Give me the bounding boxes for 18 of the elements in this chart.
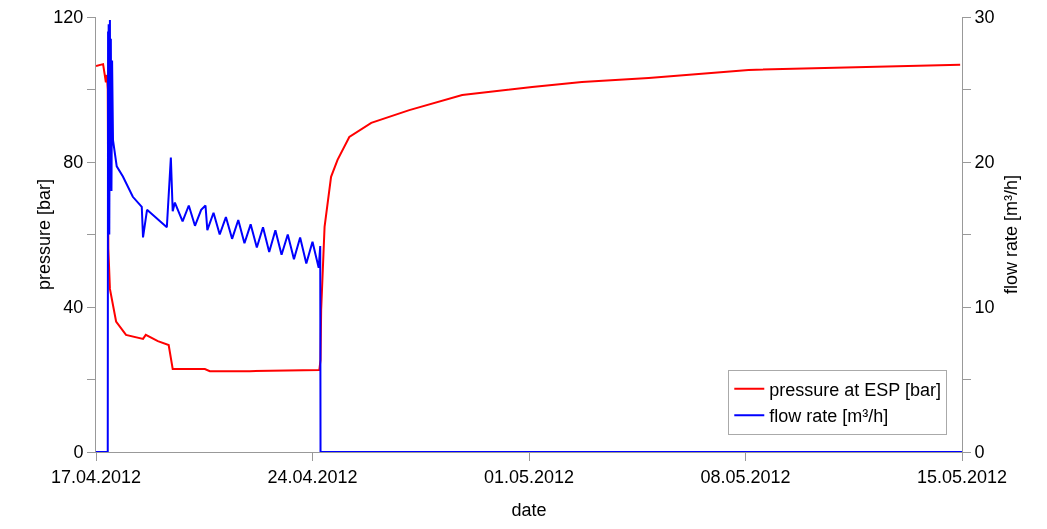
- x-tick-label: 15.05.2012: [916, 466, 1008, 487]
- y2-tick-label: 30: [974, 7, 995, 28]
- y2-axis-title: flow rate [m³/h]: [1001, 174, 1021, 295]
- y-tick-label: 0: [73, 442, 84, 463]
- x-tick-label: 01.05.2012: [483, 466, 575, 487]
- x-tick-label: 24.04.2012: [267, 466, 358, 487]
- x-tick-label: 08.05.2012: [700, 466, 791, 487]
- x-tick-label: 17.04.2012: [50, 466, 142, 487]
- y2-tick-label: 20: [974, 152, 995, 173]
- y2-tick-label: 10: [974, 297, 995, 318]
- legend-label: pressure at ESP [bar]: [769, 379, 942, 400]
- y-axis-title: pressure [bar]: [34, 178, 54, 291]
- y2-tick-label: 0: [974, 442, 985, 463]
- y-tick-label: 80: [63, 152, 84, 173]
- y-tick-label: 120: [53, 7, 84, 28]
- y-tick-label: 40: [63, 297, 84, 318]
- legend-label: flow rate [m³/h]: [769, 406, 889, 427]
- x-axis-title: date: [511, 500, 547, 520]
